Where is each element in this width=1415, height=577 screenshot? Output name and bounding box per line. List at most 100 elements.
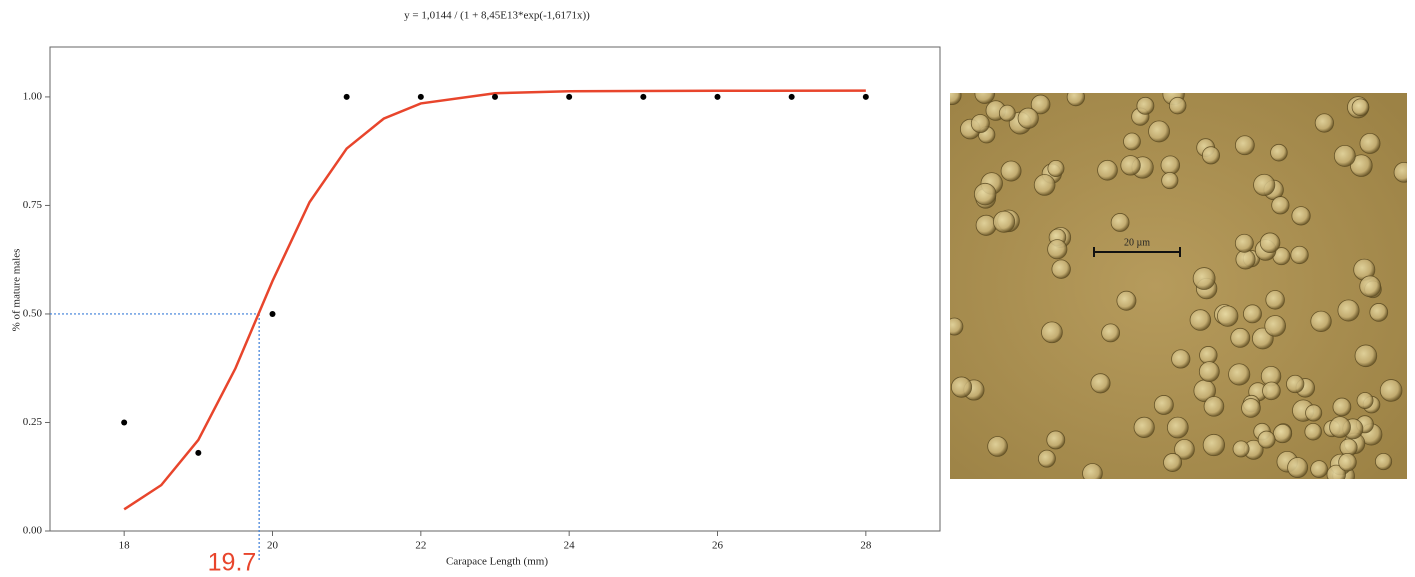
cell	[1359, 275, 1382, 298]
cell	[1090, 373, 1111, 394]
micrograph-background	[950, 93, 1407, 479]
data-point	[195, 449, 202, 456]
cell	[1153, 395, 1174, 415]
cell	[1337, 299, 1360, 322]
data-point	[492, 93, 498, 100]
cell	[1066, 93, 1086, 107]
cell	[1234, 135, 1255, 156]
y-axis-label: % of mature males	[11, 249, 23, 332]
cell	[1287, 457, 1309, 479]
cell	[950, 317, 964, 336]
cell	[1192, 267, 1216, 290]
plot-frame	[49, 46, 941, 532]
data-point	[640, 93, 647, 100]
cell	[1030, 94, 1051, 115]
x-tick-label: 22	[415, 540, 426, 552]
cell	[1171, 349, 1191, 369]
cell	[1163, 453, 1183, 472]
cell	[1369, 303, 1389, 322]
micrograph: 20 µm	[950, 93, 1407, 479]
cell	[1291, 206, 1311, 226]
data-point	[788, 93, 795, 100]
cell	[950, 376, 973, 398]
cell	[1310, 310, 1332, 333]
cell	[1046, 430, 1066, 450]
cell	[975, 214, 997, 236]
chart-title: y = 1,0144 / (1 + 8,45E13*exp(-1,6171x))	[404, 10, 590, 22]
x-tick-label: 24	[564, 540, 576, 552]
cell	[1329, 416, 1351, 438]
cell	[1350, 154, 1373, 177]
cell	[1017, 107, 1039, 129]
cell	[1148, 120, 1170, 143]
y-tick-label: 0.75	[23, 199, 43, 211]
cell	[1332, 397, 1352, 417]
fit-curve	[123, 89, 866, 511]
data-point	[566, 93, 573, 100]
cell	[1333, 144, 1356, 167]
cell	[1230, 327, 1251, 348]
cell	[1305, 404, 1323, 422]
cell	[973, 182, 997, 206]
cell	[987, 436, 1008, 457]
cell	[1356, 392, 1374, 409]
cell	[1351, 98, 1370, 117]
cell	[1304, 423, 1322, 441]
cell	[1234, 233, 1254, 253]
cell	[1116, 290, 1137, 311]
cell	[1286, 374, 1305, 394]
cell	[1166, 416, 1189, 439]
cell	[1000, 160, 1022, 182]
y-tick-label: 0.25	[23, 416, 43, 428]
x-tick-label: 26	[712, 540, 724, 552]
x-tick-label: 18	[119, 540, 131, 552]
cell	[1047, 159, 1065, 177]
cell	[1338, 453, 1357, 472]
cell	[1290, 245, 1309, 265]
cell	[1082, 463, 1103, 479]
y-tick-label: 0.50	[23, 307, 43, 319]
cell	[1120, 155, 1141, 176]
cell	[1033, 174, 1056, 196]
cell	[1271, 196, 1290, 215]
cell	[1203, 396, 1225, 417]
cell	[1110, 213, 1130, 232]
cell	[1232, 440, 1250, 458]
cell	[1174, 439, 1195, 460]
data-point	[862, 93, 869, 100]
cell	[1047, 239, 1068, 260]
cell	[1272, 423, 1293, 444]
x-tick-label: 20	[267, 540, 279, 552]
cell	[1041, 321, 1063, 344]
cell	[1168, 96, 1187, 115]
cell	[1202, 433, 1226, 457]
cell	[1123, 132, 1141, 151]
cell	[1217, 305, 1239, 327]
cell	[1310, 460, 1328, 478]
scale-bar-label: 20 µm	[1124, 237, 1150, 248]
cell	[950, 93, 962, 106]
cell	[1198, 361, 1220, 382]
cell	[998, 104, 1016, 122]
cell	[1133, 416, 1155, 438]
x-axis-label: Carapace Length (mm)	[446, 556, 548, 568]
x-tick-label: 28	[860, 540, 872, 552]
cell	[1359, 133, 1381, 154]
cell	[1253, 173, 1276, 196]
data-point	[269, 310, 276, 317]
cell	[1101, 323, 1121, 343]
y-tick-label: 0.00	[23, 525, 43, 537]
data-point	[121, 419, 128, 426]
cell	[1393, 161, 1407, 183]
cell	[1374, 452, 1393, 471]
cell	[1265, 290, 1285, 310]
cell	[1136, 96, 1155, 115]
cell	[1097, 159, 1118, 181]
cell	[1228, 363, 1251, 386]
cell	[1243, 304, 1262, 324]
cell	[1161, 171, 1179, 190]
cell	[1189, 309, 1212, 331]
cell	[1264, 315, 1286, 337]
cell	[1379, 379, 1403, 402]
